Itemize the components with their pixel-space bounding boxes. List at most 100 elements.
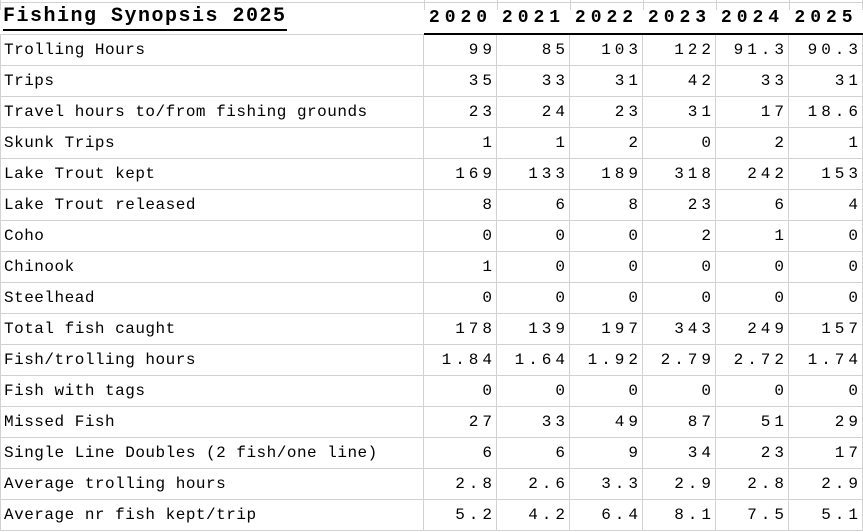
cell-value[interactable]: 17 [789, 438, 863, 469]
cell-value[interactable]: 343 [643, 314, 716, 345]
cell-value[interactable]: 122 [643, 35, 716, 66]
cell-value[interactable]: 2.72 [716, 345, 789, 376]
row-label[interactable]: Skunk Trips [0, 128, 424, 159]
cell-value[interactable]: 178 [424, 314, 497, 345]
cell-value[interactable]: 133 [497, 159, 570, 190]
cell-value[interactable]: 2.8 [424, 469, 497, 500]
cell-value[interactable]: 0 [570, 283, 643, 314]
row-label[interactable]: Fish with tags [0, 376, 424, 407]
cell-value[interactable]: 1.92 [570, 345, 643, 376]
cell-value[interactable]: 103 [570, 35, 643, 66]
cell-value[interactable]: 249 [716, 314, 789, 345]
cell-value[interactable]: 0 [716, 283, 789, 314]
cell-value[interactable]: 23 [424, 97, 497, 128]
cell-value[interactable]: 23 [570, 97, 643, 128]
cell-value[interactable]: 6.4 [570, 500, 643, 531]
sheet-title-cell[interactable]: Fishing Synopsis 2025 [0, 3, 424, 35]
cell-value[interactable]: 0 [570, 221, 643, 252]
cell-value[interactable]: 1 [424, 128, 497, 159]
cell-value[interactable]: 34 [643, 438, 716, 469]
row-label[interactable]: Trolling Hours [0, 35, 424, 66]
cell-value[interactable]: 2.9 [643, 469, 716, 500]
cell-value[interactable]: 1 [497, 128, 570, 159]
cell-value[interactable]: 8.1 [643, 500, 716, 531]
cell-value[interactable]: 0 [570, 376, 643, 407]
row-label[interactable]: Missed Fish [0, 407, 424, 438]
cell-value[interactable]: 31 [789, 66, 863, 97]
cell-value[interactable]: 0 [789, 252, 863, 283]
cell-value[interactable]: 31 [643, 97, 716, 128]
cell-value[interactable]: 318 [643, 159, 716, 190]
cell-value[interactable]: 0 [716, 376, 789, 407]
cell-value[interactable]: 27 [424, 407, 497, 438]
cell-value[interactable]: 18.6 [789, 97, 863, 128]
cell-value[interactable]: 0 [643, 283, 716, 314]
year-header-2022[interactable]: 2022 [570, 3, 643, 35]
cell-value[interactable]: 33 [497, 66, 570, 97]
cell-value[interactable]: 42 [643, 66, 716, 97]
cell-value[interactable]: 1 [424, 252, 497, 283]
cell-value[interactable]: 0 [789, 283, 863, 314]
cell-value[interactable]: 157 [789, 314, 863, 345]
cell-value[interactable]: 6 [716, 190, 789, 221]
cell-value[interactable]: 6 [497, 190, 570, 221]
cell-value[interactable]: 7.5 [716, 500, 789, 531]
row-label[interactable]: Lake Trout released [0, 190, 424, 221]
cell-value[interactable]: 9 [570, 438, 643, 469]
cell-value[interactable]: 3.3 [570, 469, 643, 500]
row-label[interactable]: Coho [0, 221, 424, 252]
cell-value[interactable]: 0 [424, 283, 497, 314]
cell-value[interactable]: 31 [570, 66, 643, 97]
cell-value[interactable]: 8 [570, 190, 643, 221]
row-label[interactable]: Fish/trolling hours [0, 345, 424, 376]
cell-value[interactable]: 35 [424, 66, 497, 97]
cell-value[interactable]: 33 [716, 66, 789, 97]
cell-value[interactable]: 91.3 [716, 35, 789, 66]
cell-value[interactable]: 0 [497, 252, 570, 283]
cell-value[interactable]: 1.64 [497, 345, 570, 376]
cell-value[interactable]: 2 [643, 221, 716, 252]
cell-value[interactable]: 6 [424, 438, 497, 469]
year-header-2024[interactable]: 2024 [716, 3, 789, 35]
cell-value[interactable]: 0 [424, 221, 497, 252]
cell-value[interactable]: 2 [716, 128, 789, 159]
cell-value[interactable]: 139 [497, 314, 570, 345]
year-header-2021[interactable]: 2021 [497, 3, 570, 35]
row-label[interactable]: Average nr fish kept/trip [0, 500, 424, 531]
cell-value[interactable]: 8 [424, 190, 497, 221]
cell-value[interactable]: 17 [716, 97, 789, 128]
cell-value[interactable]: 1 [716, 221, 789, 252]
cell-value[interactable]: 51 [716, 407, 789, 438]
cell-value[interactable]: 1.84 [424, 345, 497, 376]
cell-value[interactable]: 242 [716, 159, 789, 190]
cell-value[interactable]: 23 [643, 190, 716, 221]
cell-value[interactable]: 2.6 [497, 469, 570, 500]
cell-value[interactable]: 0 [789, 376, 863, 407]
cell-value[interactable]: 5.2 [424, 500, 497, 531]
cell-value[interactable]: 153 [789, 159, 863, 190]
row-label[interactable]: Single Line Doubles (2 fish/one line) [0, 438, 424, 469]
row-label[interactable]: Travel hours to/from fishing grounds [0, 97, 424, 128]
cell-value[interactable]: 29 [789, 407, 863, 438]
cell-value[interactable]: 33 [497, 407, 570, 438]
row-label[interactable]: Lake Trout kept [0, 159, 424, 190]
cell-value[interactable]: 0 [643, 128, 716, 159]
cell-value[interactable]: 169 [424, 159, 497, 190]
year-header-2020[interactable]: 2020 [424, 3, 497, 35]
row-label[interactable]: Chinook [0, 252, 424, 283]
cell-value[interactable]: 2 [570, 128, 643, 159]
cell-value[interactable]: 2.8 [716, 469, 789, 500]
year-header-2025[interactable]: 2025 [789, 3, 863, 35]
cell-value[interactable]: 0 [716, 252, 789, 283]
cell-value[interactable]: 0 [643, 252, 716, 283]
cell-value[interactable]: 1 [789, 128, 863, 159]
cell-value[interactable]: 24 [497, 97, 570, 128]
cell-value[interactable]: 4 [789, 190, 863, 221]
cell-value[interactable]: 0 [424, 376, 497, 407]
row-label[interactable]: Trips [0, 66, 424, 97]
cell-value[interactable]: 85 [497, 35, 570, 66]
cell-value[interactable]: 197 [570, 314, 643, 345]
cell-value[interactable]: 0 [570, 252, 643, 283]
cell-value[interactable]: 90.3 [789, 35, 863, 66]
cell-value[interactable]: 0 [643, 376, 716, 407]
